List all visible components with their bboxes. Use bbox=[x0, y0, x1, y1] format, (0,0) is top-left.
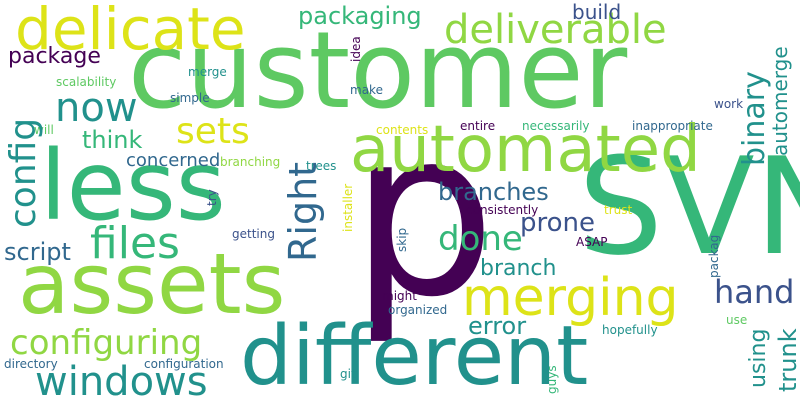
word-hand: hand bbox=[714, 273, 795, 311]
word-will: will bbox=[34, 123, 54, 137]
word-svn: SVN bbox=[578, 129, 800, 285]
word-asap: ASAP bbox=[576, 235, 608, 249]
word-work: work bbox=[714, 97, 744, 111]
word-make: make bbox=[350, 83, 383, 97]
word-automated: automated bbox=[350, 113, 701, 187]
word-configuring: configuring bbox=[10, 323, 203, 363]
word-branches: branches bbox=[438, 178, 549, 206]
word-customer: customer bbox=[128, 9, 628, 132]
word-packag: packag bbox=[707, 234, 721, 278]
word-contents: contents bbox=[376, 123, 429, 137]
word-guys: guys bbox=[545, 365, 559, 394]
word-idea: idea bbox=[349, 36, 363, 62]
word-script: script bbox=[4, 238, 71, 266]
word-getting: getting bbox=[232, 227, 275, 241]
word-less: less bbox=[40, 130, 226, 242]
word-branch: branch bbox=[480, 256, 557, 281]
word-now: now bbox=[55, 85, 138, 131]
word-git: git bbox=[340, 367, 356, 381]
word-simple: simple bbox=[170, 91, 210, 105]
word-done: done bbox=[438, 219, 523, 259]
word-scalability: scalability bbox=[56, 75, 117, 89]
word-necessarily: necessarily bbox=[522, 119, 590, 133]
word-build: build bbox=[572, 0, 622, 24]
word-prone: prone bbox=[520, 208, 596, 238]
word-organized: organized bbox=[388, 303, 448, 317]
word-error: error bbox=[468, 312, 527, 340]
word-package: package bbox=[8, 44, 101, 69]
word-trunk: trunk bbox=[774, 328, 800, 392]
word-directory: directory bbox=[4, 357, 58, 371]
word-binary: binary bbox=[737, 71, 772, 166]
word-inappropriate: inappropriate bbox=[632, 119, 713, 133]
word-different: different bbox=[240, 309, 589, 400]
word-packaging: packaging bbox=[298, 2, 422, 30]
word-automerge: automerge bbox=[768, 46, 792, 156]
word-might: might bbox=[382, 289, 417, 303]
word-try: try bbox=[205, 189, 219, 206]
word-hopefully: hopefully bbox=[602, 323, 658, 337]
word-think: think bbox=[82, 126, 143, 154]
word-right: Right bbox=[281, 161, 325, 262]
word-delicate: delicate bbox=[15, 0, 246, 63]
word-sets: sets bbox=[176, 111, 250, 152]
word-installer: installer bbox=[341, 183, 355, 232]
word-skip: skip bbox=[395, 227, 409, 252]
word-using: using bbox=[746, 328, 771, 388]
word-p: p bbox=[350, 81, 496, 348]
word-consistently: consistently bbox=[466, 203, 539, 217]
word-branching: branching bbox=[220, 155, 281, 169]
word-assets: assets bbox=[18, 235, 286, 333]
word-deliverable: deliverable bbox=[444, 7, 667, 53]
word-configuration: configuration bbox=[144, 357, 224, 371]
word-trust: trust bbox=[604, 203, 633, 217]
word-merging: merging bbox=[462, 268, 679, 328]
word-windows: windows bbox=[35, 359, 208, 400]
word-use: use bbox=[726, 313, 748, 327]
word-config: config bbox=[3, 117, 44, 228]
word-files: files bbox=[90, 218, 180, 269]
word-merge: merge bbox=[188, 65, 227, 79]
word-concerned: concerned bbox=[126, 150, 221, 171]
word-trees: trees bbox=[306, 159, 337, 173]
word-entire: entire bbox=[460, 119, 496, 133]
